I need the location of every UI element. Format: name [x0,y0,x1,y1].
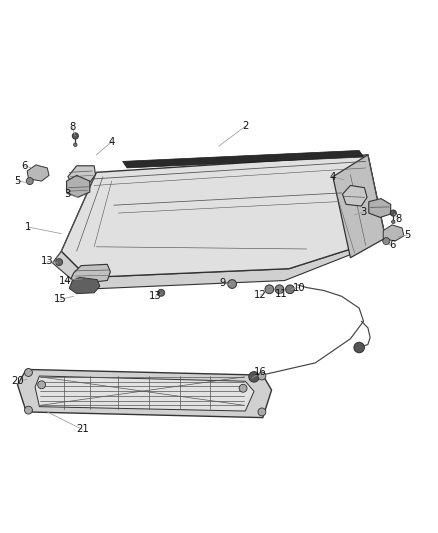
Polygon shape [369,199,391,217]
Circle shape [38,381,46,389]
Text: 3: 3 [360,207,367,217]
Circle shape [286,285,294,294]
Circle shape [158,289,165,296]
Circle shape [25,406,32,414]
Text: 9: 9 [219,278,226,288]
Circle shape [392,220,395,223]
Text: 20: 20 [11,376,24,386]
Polygon shape [343,185,367,206]
Text: 1: 1 [25,222,32,232]
Text: 2: 2 [242,122,248,131]
Text: 14: 14 [59,276,71,286]
Polygon shape [53,238,385,289]
Circle shape [56,259,63,265]
Circle shape [354,342,364,353]
Polygon shape [333,155,385,258]
Polygon shape [71,264,110,283]
Circle shape [249,372,259,382]
Text: 16: 16 [254,367,267,377]
Text: 13: 13 [149,291,162,301]
Circle shape [383,238,390,245]
Text: 5: 5 [404,230,410,240]
Text: 10: 10 [293,282,305,293]
Polygon shape [61,155,385,278]
Circle shape [258,372,266,380]
Circle shape [390,210,396,216]
Text: 8: 8 [69,122,75,132]
Circle shape [258,408,266,416]
Text: 3: 3 [65,189,71,199]
Polygon shape [69,278,100,294]
Polygon shape [68,166,95,184]
Text: 4: 4 [109,136,115,147]
Circle shape [275,285,284,294]
Polygon shape [67,175,90,197]
Circle shape [74,143,77,147]
Circle shape [228,280,237,288]
Polygon shape [383,225,404,241]
Text: 6: 6 [21,161,27,171]
Polygon shape [27,165,49,181]
Text: 13: 13 [41,256,53,266]
Polygon shape [35,376,254,411]
Polygon shape [18,369,272,418]
Text: 11: 11 [275,289,288,298]
Text: 8: 8 [396,214,402,224]
Circle shape [265,285,274,294]
Text: 12: 12 [254,290,267,300]
Text: 21: 21 [76,424,89,434]
Circle shape [26,177,33,184]
Text: 4: 4 [330,172,336,182]
Circle shape [72,133,78,139]
Polygon shape [123,150,364,168]
Text: 6: 6 [389,240,395,251]
Circle shape [25,368,32,376]
Text: 15: 15 [54,294,67,304]
Text: 5: 5 [14,176,21,186]
Circle shape [239,384,247,392]
